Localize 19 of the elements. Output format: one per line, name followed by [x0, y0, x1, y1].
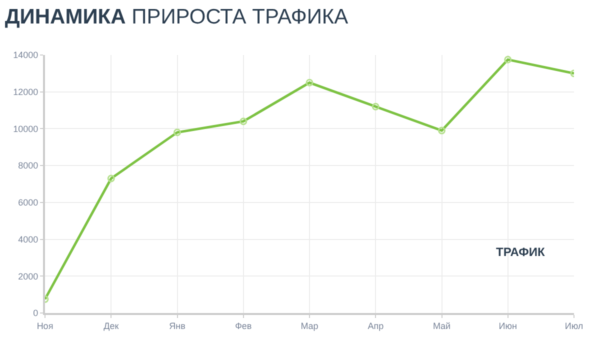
- x-tick-label: Ноя: [36, 320, 54, 331]
- x-tick-label: Мар: [300, 320, 318, 331]
- y-tick-label: 0: [33, 308, 38, 318]
- y-tick-label: 2000: [18, 271, 38, 282]
- y-tick-label: 6000: [18, 198, 38, 208]
- x-tick-label: Апр: [368, 320, 384, 331]
- chart-title: ДИНАМИКА ПРИРОСТА ТРАФИКА: [4, 5, 348, 28]
- x-tick-label: Дек: [104, 320, 119, 331]
- y-tick-label: 4000: [18, 234, 38, 244]
- y-tick-label: 8000: [18, 160, 38, 171]
- x-tick-label: Май: [432, 320, 451, 331]
- y-tick-label: 10000: [13, 124, 38, 134]
- x-tick-label: Июл: [564, 320, 584, 331]
- y-tick-label: 12000: [13, 87, 38, 98]
- text: ТРАФИК: [496, 245, 546, 259]
- y-tick-label: 14000: [13, 50, 38, 60]
- x-tick-label: Июн: [498, 320, 517, 331]
- x-tick-label: Фев: [235, 320, 252, 331]
- x-tick-label: Янв: [169, 320, 186, 331]
